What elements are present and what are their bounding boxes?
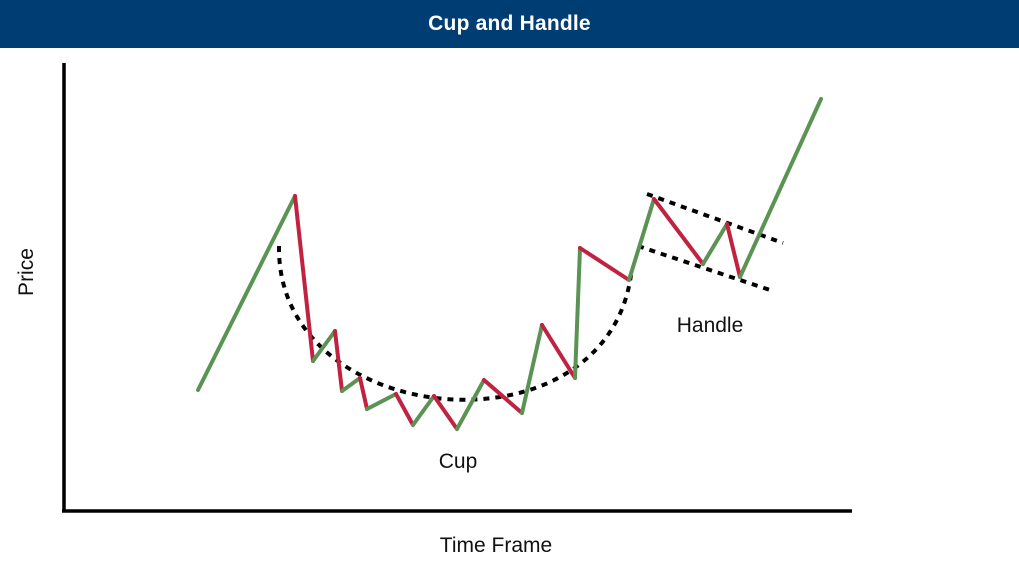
price-up-segment xyxy=(311,329,337,363)
price-down-segment xyxy=(578,246,631,282)
price-down-segment xyxy=(725,222,742,279)
cup-label: Cup xyxy=(439,450,478,473)
price-up-segment xyxy=(701,222,729,266)
price-path xyxy=(196,97,823,431)
price-up-segment xyxy=(738,97,823,279)
handle-label: Handle xyxy=(677,314,744,337)
price-up-segment xyxy=(340,376,362,393)
x-axis-label: Time Frame xyxy=(440,534,552,557)
price-up-segment xyxy=(573,246,582,380)
price-up-segment xyxy=(520,323,544,415)
price-up-segment xyxy=(411,394,436,427)
title-bar: Cup and Handle xyxy=(0,0,1019,48)
price-down-segment xyxy=(652,197,705,266)
y-axis-label: Price xyxy=(15,248,38,296)
price-down-segment xyxy=(432,394,459,431)
cup-guide-curve xyxy=(276,245,633,402)
chart-title: Cup and Handle xyxy=(428,12,591,35)
price-up-segment xyxy=(365,392,398,411)
price-down-segment xyxy=(394,392,415,427)
price-down-segment xyxy=(293,194,315,363)
price-down-segment xyxy=(482,378,524,415)
price-up-segment xyxy=(455,378,486,431)
price-down-segment xyxy=(333,329,344,393)
price-up-segment xyxy=(627,197,656,282)
price-down-segment xyxy=(358,376,369,411)
price-down-segment xyxy=(540,323,577,380)
price-up-segment xyxy=(196,194,297,392)
